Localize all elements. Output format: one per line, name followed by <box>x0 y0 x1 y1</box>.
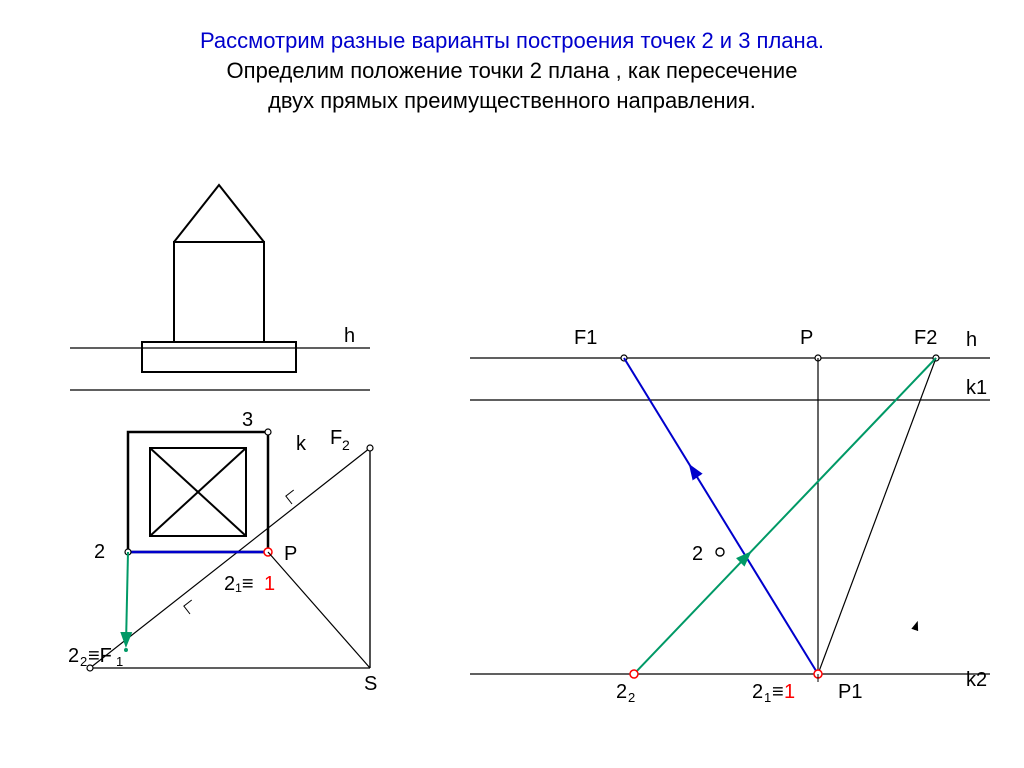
svg-text:h: h <box>344 325 355 347</box>
svg-text:S: S <box>364 673 377 695</box>
diagram-canvas: h32P2₁≡1F2kS22≡F1hk1k2F1PF222221≡1P1 <box>0 0 1024 768</box>
svg-text:2: 2 <box>628 690 635 705</box>
svg-text:k: k <box>296 433 307 455</box>
svg-text:2: 2 <box>80 654 87 669</box>
svg-text:2: 2 <box>752 681 763 703</box>
svg-text:2: 2 <box>692 543 703 565</box>
svg-text:P1: P1 <box>838 681 862 703</box>
svg-text:k1: k1 <box>966 377 987 399</box>
svg-text:1: 1 <box>116 654 123 669</box>
svg-text:P: P <box>284 543 297 565</box>
svg-text:2₁≡: 2₁≡ <box>224 573 254 595</box>
svg-text:P: P <box>800 327 813 349</box>
svg-text:2: 2 <box>342 437 350 453</box>
svg-text:1: 1 <box>784 681 795 703</box>
svg-text:2: 2 <box>94 541 105 563</box>
svg-text:≡: ≡ <box>772 681 784 703</box>
svg-text:1: 1 <box>764 690 771 705</box>
svg-text:1: 1 <box>264 573 275 595</box>
svg-text:F1: F1 <box>574 327 597 349</box>
svg-text:2: 2 <box>68 645 79 667</box>
svg-text:h: h <box>966 329 977 351</box>
svg-text:k2: k2 <box>966 669 987 691</box>
svg-text:3: 3 <box>242 409 253 431</box>
svg-text:F: F <box>330 427 342 449</box>
svg-text:≡F: ≡F <box>88 645 112 667</box>
svg-text:2: 2 <box>616 681 627 703</box>
svg-text:F2: F2 <box>914 327 937 349</box>
